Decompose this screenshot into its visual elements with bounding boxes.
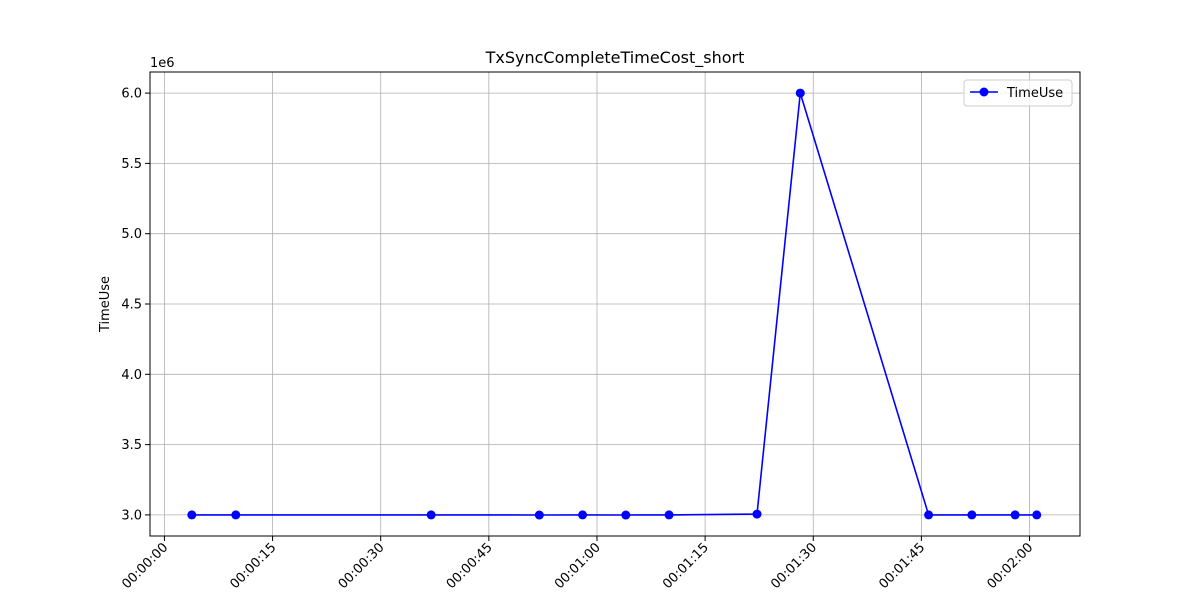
data-point (967, 510, 977, 520)
y-tick-label: 4.0 (121, 368, 142, 383)
y-tick-label: 4.5 (121, 298, 142, 313)
data-point (187, 510, 197, 520)
legend-frame (963, 79, 1073, 107)
y-tick-label: 6.0 (121, 87, 142, 102)
legend: TimeUse (963, 79, 1073, 107)
data-point (578, 510, 588, 520)
legend-marker-sample (979, 87, 989, 97)
data-point (1032, 510, 1042, 520)
data-point (231, 510, 241, 520)
data-point (924, 510, 934, 520)
data-point (426, 510, 436, 520)
data-point (752, 509, 762, 519)
y-tick-label: 5.5 (121, 157, 142, 172)
data-point (664, 510, 674, 520)
y-offset-label: 1e6 (150, 56, 175, 71)
data-point (1010, 510, 1020, 520)
y-tick-label: 3.0 (121, 508, 142, 523)
legend-label: TimeUse (1006, 86, 1063, 101)
y-tick-label: 5.0 (121, 227, 142, 242)
data-point (534, 510, 544, 520)
chart-title: TxSyncCompleteTimeCost_short (485, 48, 745, 68)
y-axis-label: TimeUse (98, 276, 113, 333)
data-point (795, 88, 805, 98)
data-point (621, 510, 631, 520)
series-layer (187, 88, 1042, 520)
y-tick-label: 3.5 (121, 438, 142, 453)
